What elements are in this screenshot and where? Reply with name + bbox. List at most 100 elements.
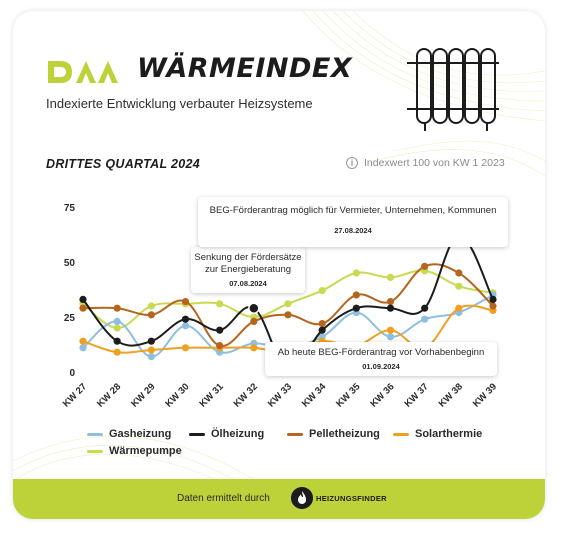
footer-brand: HEIZUNGSFINDER — [316, 494, 387, 503]
data-point — [181, 322, 190, 330]
legend-item: Solarthermie — [393, 428, 482, 440]
x-tick-label: KW 33 — [266, 381, 294, 409]
legend-label: Ölheizung — [211, 428, 265, 440]
quarter-label: DRITTES QUARTAL 2024 — [46, 157, 200, 171]
data-point — [352, 291, 360, 299]
data-point — [386, 298, 395, 306]
wärmeindex-card: WÄRMEINDEX Indexierte Entwicklung verbau… — [13, 11, 545, 519]
data-point — [147, 311, 155, 319]
legend-label: Pelletheizung — [309, 428, 380, 440]
x-tick-label: KW 38 — [437, 381, 465, 409]
data-point — [386, 304, 395, 312]
x-tick-label: KW 39 — [471, 381, 499, 409]
data-point — [421, 262, 429, 270]
data-point — [147, 346, 155, 354]
data-point — [489, 295, 497, 303]
data-point — [147, 302, 155, 310]
daa-logo — [48, 61, 118, 83]
data-point — [79, 344, 87, 352]
legend-label: Solarthermie — [415, 428, 483, 440]
annotation-line: Ab heute BEG-Förderantrag vor Vorhabenbe… — [277, 347, 485, 358]
data-point — [79, 337, 87, 345]
x-tick-label: KW 35 — [334, 381, 363, 410]
x-tick-label: KW 29 — [129, 381, 157, 409]
data-point — [421, 304, 429, 312]
x-tick-label: KW 37 — [402, 381, 430, 409]
legend-item: Wärmepumpe — [87, 445, 182, 457]
data-point — [455, 282, 463, 290]
data-point — [79, 304, 87, 312]
legend-item: Ölheizung — [189, 428, 264, 440]
annotation-line: BEG-Förderantrag möglich für Vermieter, … — [209, 205, 497, 216]
x-tick-label: KW 36 — [368, 381, 396, 409]
legend-swatch — [287, 432, 303, 436]
data-point — [216, 300, 224, 308]
data-point — [181, 298, 190, 306]
legend-label: Gasheizung — [109, 428, 172, 440]
x-tick-label: KW 28 — [95, 381, 123, 409]
data-point — [284, 300, 292, 308]
index-note: i Indexwert 100 von KW 1 2023 — [346, 157, 505, 169]
data-point — [386, 333, 395, 341]
data-point — [386, 273, 395, 281]
data-point — [284, 311, 292, 319]
y-tick-label: 0 — [69, 368, 75, 379]
data-point — [318, 326, 326, 334]
data-point — [386, 326, 395, 334]
data-point — [113, 304, 121, 312]
annotation-date: 01.09.2024 — [362, 362, 400, 371]
data-point — [250, 317, 258, 325]
data-point — [455, 269, 463, 277]
annotation-marker — [248, 302, 260, 314]
data-point — [250, 344, 258, 352]
data-point — [181, 315, 190, 323]
annotation-date: 27.08.2024 — [334, 226, 372, 235]
data-point — [147, 337, 155, 345]
page-title: WÄRMEINDEX — [137, 53, 353, 84]
annotation-callout: Ab heute BEG-Förderantrag vor Vorhabenbe… — [265, 342, 497, 376]
flame-icon — [291, 487, 313, 509]
legend-label: Wärmepumpe — [109, 445, 182, 457]
y-tick-label: 50 — [64, 258, 76, 269]
data-point — [113, 317, 121, 325]
x-tick-label: KW 30 — [163, 381, 191, 409]
data-point — [318, 287, 326, 295]
legend-swatch — [189, 432, 205, 436]
data-point — [113, 324, 121, 332]
annotation-date: 07.08.2024 — [229, 279, 267, 288]
data-point — [489, 302, 497, 310]
footer-bar: Daten ermittelt durch HEIZUNGSFINDER — [13, 479, 545, 519]
data-point — [216, 342, 224, 350]
x-tick-label: KW 34 — [300, 381, 329, 410]
data-point — [216, 326, 224, 334]
data-point — [79, 295, 87, 303]
index-note-text: Indexwert 100 von KW 1 2023 — [364, 157, 505, 169]
legend-item: Gasheizung — [87, 428, 171, 440]
annotation-callout: BEG-Förderantrag möglich für Vermieter, … — [198, 197, 508, 247]
legend-item: Pelletheizung — [287, 428, 380, 440]
data-point — [352, 269, 360, 277]
info-icon: i — [346, 157, 358, 169]
background-swirl-decoration — [13, 11, 545, 482]
legend-swatch — [87, 449, 103, 453]
x-tick-label: KW 31 — [197, 381, 226, 410]
y-tick-label: 25 — [64, 313, 76, 324]
page-subtitle: Indexierte Entwicklung verbauter Heizsys… — [46, 96, 313, 111]
annotation-callout: Senkung der Fördersätze zur Energieberat… — [191, 247, 305, 293]
radiator-icon — [407, 48, 499, 131]
data-point — [318, 320, 326, 328]
data-point — [181, 344, 190, 352]
x-tick-label: KW 32 — [232, 381, 260, 409]
data-point — [455, 304, 463, 312]
data-point — [113, 337, 121, 345]
annotation-line: Senkung der Fördersätze — [194, 252, 302, 263]
legend-swatch — [393, 432, 409, 436]
data-point — [113, 348, 121, 356]
data-point — [421, 315, 429, 323]
footer-text: Daten ermittelt durch — [177, 493, 270, 504]
annotation-line: zur Energieberatung — [204, 264, 292, 275]
data-point — [147, 353, 155, 361]
x-tick-label: KW 27 — [61, 381, 89, 409]
legend-swatch — [87, 432, 103, 436]
data-point — [352, 304, 360, 312]
